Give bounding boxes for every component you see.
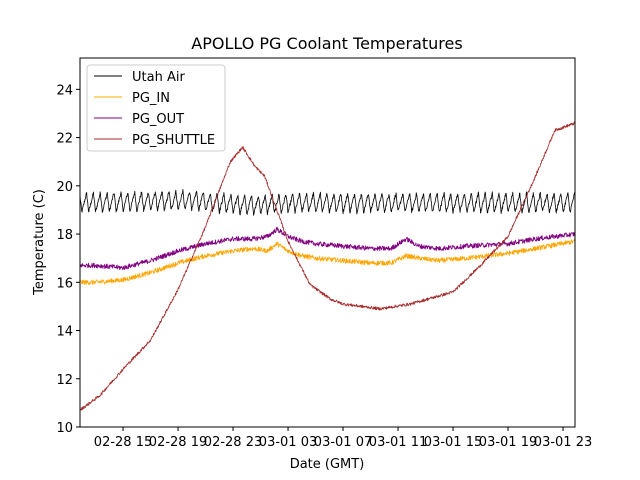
series-line-pg-in: [80, 238, 575, 286]
x-tick-label: 02-28 19: [149, 435, 207, 450]
series-line-pg-shuttle: [80, 121, 575, 412]
series-layer: [80, 121, 575, 412]
x-tick-label: 02-28 15: [94, 435, 152, 450]
series-line-pg-out: [80, 226, 575, 271]
legend-frame: [86, 64, 226, 152]
y-tick-label: 18: [56, 228, 73, 243]
x-tick-label: 03-01 19: [479, 435, 537, 450]
chart-title: APOLLO PG Coolant Temperatures: [191, 34, 462, 53]
series-line-utah-air: [80, 189, 575, 216]
legend-label: PG_IN: [132, 91, 170, 106]
y-axis: 10 12 14 16 18 20 22 24: [56, 83, 80, 436]
x-tick-label: 03-01 15: [424, 435, 482, 450]
y-tick-label: 22: [56, 132, 73, 147]
x-tick-label: 03-01 03: [259, 435, 317, 450]
legend-label: PG_SHUTTLE: [132, 133, 215, 148]
y-tick-label: 20: [56, 180, 73, 195]
x-tick-label: 03-01 11: [369, 435, 427, 450]
legend-label: Utah Air: [132, 70, 185, 85]
y-tick-label: 16: [56, 276, 73, 291]
y-tick-label: 12: [56, 373, 73, 388]
legend-label: PG_OUT: [132, 112, 184, 127]
y-tick-label: 14: [56, 325, 73, 340]
y-axis-label: Temperature (C): [32, 189, 47, 296]
legend: Utah Air PG_IN PG_OUT PG_SHUTTLE: [86, 64, 226, 152]
axes-frame: [79, 57, 576, 428]
y-tick-label: 10: [56, 421, 73, 436]
y-tick-label: 24: [56, 83, 73, 98]
x-tick-label: 02-28 23: [204, 435, 262, 450]
x-axis-label: Date (GMT): [290, 457, 365, 472]
x-tick-label: 03-01 23: [534, 435, 592, 450]
x-tick-label: 03-01 07: [314, 435, 372, 450]
